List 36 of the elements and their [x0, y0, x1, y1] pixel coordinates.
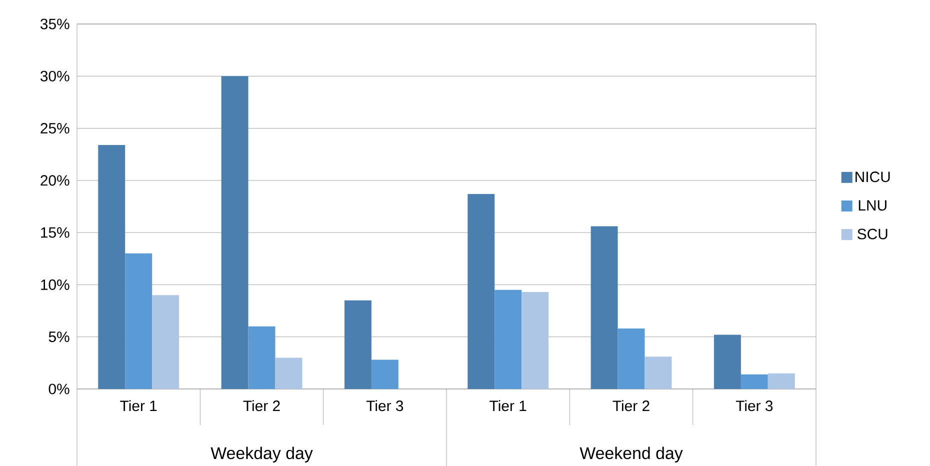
text: Weekday day — [210, 446, 313, 462]
bar — [714, 334, 741, 389]
x-tick-label: Tier 1 — [490, 400, 526, 412]
bar — [740, 374, 768, 389]
y-tick-label: 5% — [48, 332, 70, 342]
bar — [618, 328, 645, 389]
bar — [152, 295, 180, 389]
bar — [590, 226, 618, 389]
y-tick-label: 20% — [40, 175, 70, 186]
y-tick-label: 15% — [41, 227, 70, 238]
bar — [248, 326, 276, 389]
y-tick-label: 35% — [40, 18, 70, 30]
bar — [644, 356, 672, 389]
legend-label: SCU — [858, 228, 888, 240]
bar — [522, 292, 549, 389]
y-tick-label: 10% — [41, 279, 70, 290]
x-tick-label: Tier 3 — [366, 400, 404, 412]
bar — [275, 358, 302, 389]
bar — [125, 253, 152, 389]
legend-label: NICU — [856, 172, 890, 182]
legend-label: LNU — [858, 200, 886, 211]
y-tick-label: 30% — [40, 70, 70, 82]
x-tick-label: Tier 2 — [612, 400, 650, 412]
bar — [768, 373, 795, 389]
bar — [494, 290, 522, 389]
text: Weekend day — [580, 446, 683, 462]
bar — [468, 194, 495, 389]
y-tick-label: 25% — [40, 122, 70, 134]
y-tick-label: 0% — [48, 384, 70, 394]
bar — [371, 360, 398, 389]
x-tick-label: Tier 2 — [243, 400, 280, 412]
bar — [221, 76, 248, 389]
x-tick-label: Tier 1 — [120, 400, 157, 412]
bar — [344, 300, 372, 389]
x-tick-label: Tier 3 — [736, 400, 773, 412]
bar — [98, 144, 126, 389]
